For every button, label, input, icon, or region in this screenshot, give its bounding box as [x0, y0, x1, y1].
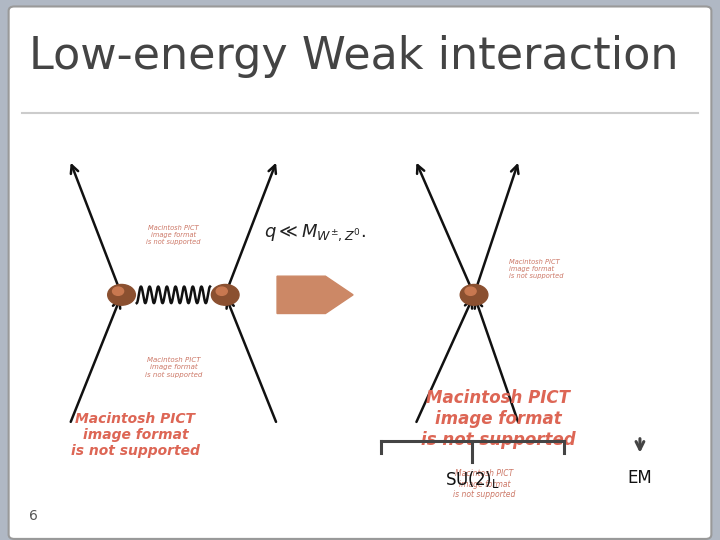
Circle shape [212, 285, 239, 305]
Text: Macintosh PICT
image format
is not supported: Macintosh PICT image format is not suppo… [508, 259, 563, 279]
Circle shape [460, 285, 488, 305]
Text: Macintosh PICT
image format
is not supported: Macintosh PICT image format is not suppo… [145, 357, 202, 377]
Text: Macintosh PICT
image format
is not supported: Macintosh PICT image format is not suppo… [453, 469, 516, 499]
Text: SU(2)$_\mathregular{L}$: SU(2)$_\mathregular{L}$ [445, 469, 500, 489]
Text: Macintosh PICT
image format
is not supported: Macintosh PICT image format is not suppo… [146, 225, 201, 245]
FancyBboxPatch shape [9, 6, 711, 539]
FancyArrow shape [277, 276, 353, 314]
Text: 6: 6 [29, 509, 37, 523]
Text: Low-energy Weak interaction: Low-energy Weak interaction [29, 35, 678, 78]
Text: Macintosh PICT
image format
is not supported: Macintosh PICT image format is not suppo… [71, 411, 199, 458]
Text: Macintosh PICT
image format
is not supported: Macintosh PICT image format is not suppo… [421, 389, 575, 449]
Text: EM: EM [628, 469, 652, 487]
Circle shape [465, 287, 476, 295]
Circle shape [108, 285, 135, 305]
Text: $q \ll M_{W^{\pm},Z^0}.$: $q \ll M_{W^{\pm},Z^0}.$ [264, 222, 366, 243]
Circle shape [216, 287, 228, 295]
Circle shape [112, 287, 124, 295]
